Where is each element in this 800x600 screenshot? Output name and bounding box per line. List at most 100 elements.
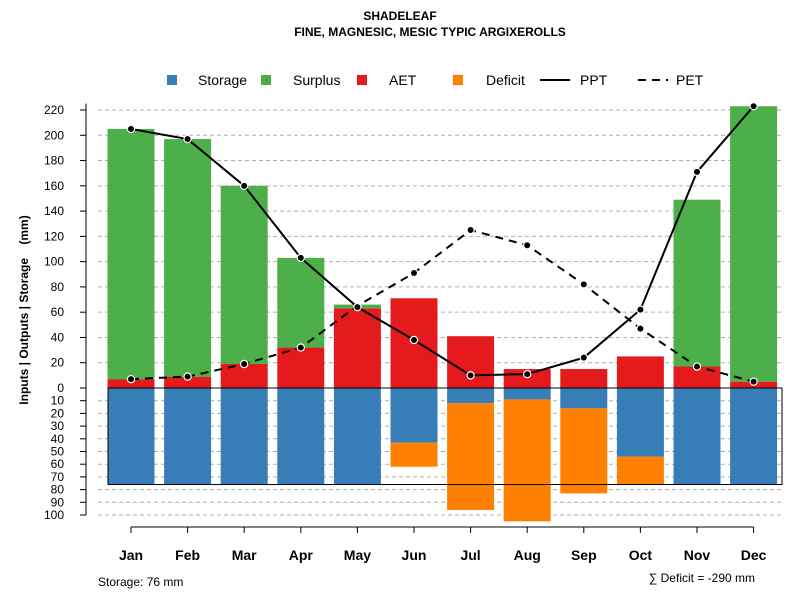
legend: Storage Surplus AET Deficit PPT PET (167, 72, 704, 88)
y-tick-label: 80 (51, 280, 65, 294)
y-axis-label: Inputs | Outputs | Storage (mm) (17, 215, 31, 404)
ppt-point (353, 302, 362, 312)
y-tick-label: 100 (44, 255, 64, 269)
y-tick-label: 160 (44, 179, 64, 193)
aet-bar (277, 347, 325, 388)
aet-bar (447, 336, 495, 388)
y-tick-label: 140 (44, 204, 64, 218)
storage-bar (673, 388, 721, 485)
x-tick-label: Sep (571, 547, 597, 563)
legend-swatch-deficit (453, 75, 463, 85)
y-tick-label: 90 (51, 495, 65, 509)
y-tick-label: 220 (44, 103, 64, 117)
y-tick-label: 50 (51, 445, 65, 459)
ppt-point (239, 181, 249, 191)
ppt-point (466, 371, 475, 380)
storage-bar (107, 388, 155, 485)
aet-bar (107, 379, 155, 388)
storage-bar (616, 388, 664, 457)
legend-swatch-aet (357, 75, 367, 85)
bars-layer (107, 106, 783, 522)
pet-point (126, 374, 136, 384)
legend-label-deficit: Deficit (486, 72, 525, 88)
surplus-bar (673, 199, 721, 367)
x-tick-label: Oct (629, 547, 653, 563)
ppt-line (130, 105, 755, 377)
y-tick-label: 60 (51, 305, 65, 319)
surplus-bar (164, 139, 212, 377)
gridlines (98, 109, 782, 516)
pet-point (409, 268, 419, 278)
ppt-point (183, 134, 192, 144)
legend-label-storage: Storage (198, 72, 247, 88)
x-tick-label: May (344, 547, 371, 563)
ppt-point (579, 353, 589, 362)
y-tick-label: 200 (44, 128, 64, 142)
ppt-point (126, 124, 136, 134)
pet-point (183, 372, 192, 381)
chart-subtitle: FINE, MAGNESIC, MESIC TYPIC ARGIXEROLLS (294, 25, 566, 39)
x-tick-label: Aug (514, 547, 541, 563)
storage-bar (220, 388, 268, 485)
y-tick-label: 180 (44, 154, 64, 168)
storage-bar (560, 388, 608, 409)
x-tick-label: Apr (289, 547, 314, 563)
pet-point (749, 377, 758, 386)
deficit-bar (560, 408, 608, 494)
y-tick-label: 20 (51, 406, 65, 420)
storage-bar (390, 388, 438, 443)
lines-layer (126, 102, 758, 386)
chart-title: SHADELEAF (363, 9, 436, 23)
y-tick-label: 60 (51, 457, 65, 471)
pet-point (466, 225, 475, 235)
y-tick-label: 30 (51, 419, 65, 433)
x-tick-label: Feb (175, 547, 200, 563)
pet-point (296, 343, 305, 352)
legend-label-aet: AET (389, 72, 417, 88)
ppt-point (296, 253, 305, 263)
deficit-bar (503, 399, 551, 522)
deficit-bar (447, 403, 495, 510)
x-tick-label: Nov (684, 547, 711, 563)
legend-label-ppt: PPT (580, 72, 608, 88)
pet-point (239, 359, 249, 369)
storage-bar (503, 388, 551, 400)
y-tick-label: 80 (51, 483, 65, 497)
x-tick-label: Mar (232, 547, 257, 563)
ppt-point (636, 305, 645, 314)
y-tick-label: 40 (51, 330, 65, 344)
pet-point (692, 362, 702, 371)
ppt-point (409, 335, 419, 345)
aet-bar (673, 366, 721, 388)
x-tick-label: Jan (119, 547, 143, 563)
y-tick-label: 70 (51, 470, 65, 484)
y-tick-label: 10 (51, 394, 65, 408)
aet-bar (560, 369, 608, 388)
legend-label-pet: PET (676, 72, 704, 88)
deficit-bar (390, 442, 438, 467)
deficit-bar (616, 456, 664, 485)
aet-bar (616, 356, 664, 388)
aet-bar (333, 308, 381, 388)
storage-bar (164, 388, 212, 485)
storage-capacity-box (107, 387, 783, 486)
ppt-point (749, 102, 758, 111)
pet-point (636, 324, 645, 333)
y-tick-label: 20 (51, 356, 65, 370)
pet-point (579, 280, 589, 289)
y-tick-label: 100 (44, 508, 64, 522)
y-tick-label: 120 (44, 229, 64, 243)
surplus-bar (220, 185, 268, 364)
pet-point (523, 241, 532, 250)
storage-bar (730, 388, 778, 485)
ppt-point (692, 167, 702, 177)
y-tick-label: 0 (57, 381, 64, 395)
legend-swatch-storage (167, 75, 177, 85)
storage-bar (447, 388, 495, 404)
storage-footer: Storage: 76 mm (98, 575, 183, 589)
pet-line (130, 228, 754, 383)
storage-bar (277, 388, 325, 485)
storage-bar (333, 388, 381, 485)
surplus-bar (107, 128, 155, 380)
